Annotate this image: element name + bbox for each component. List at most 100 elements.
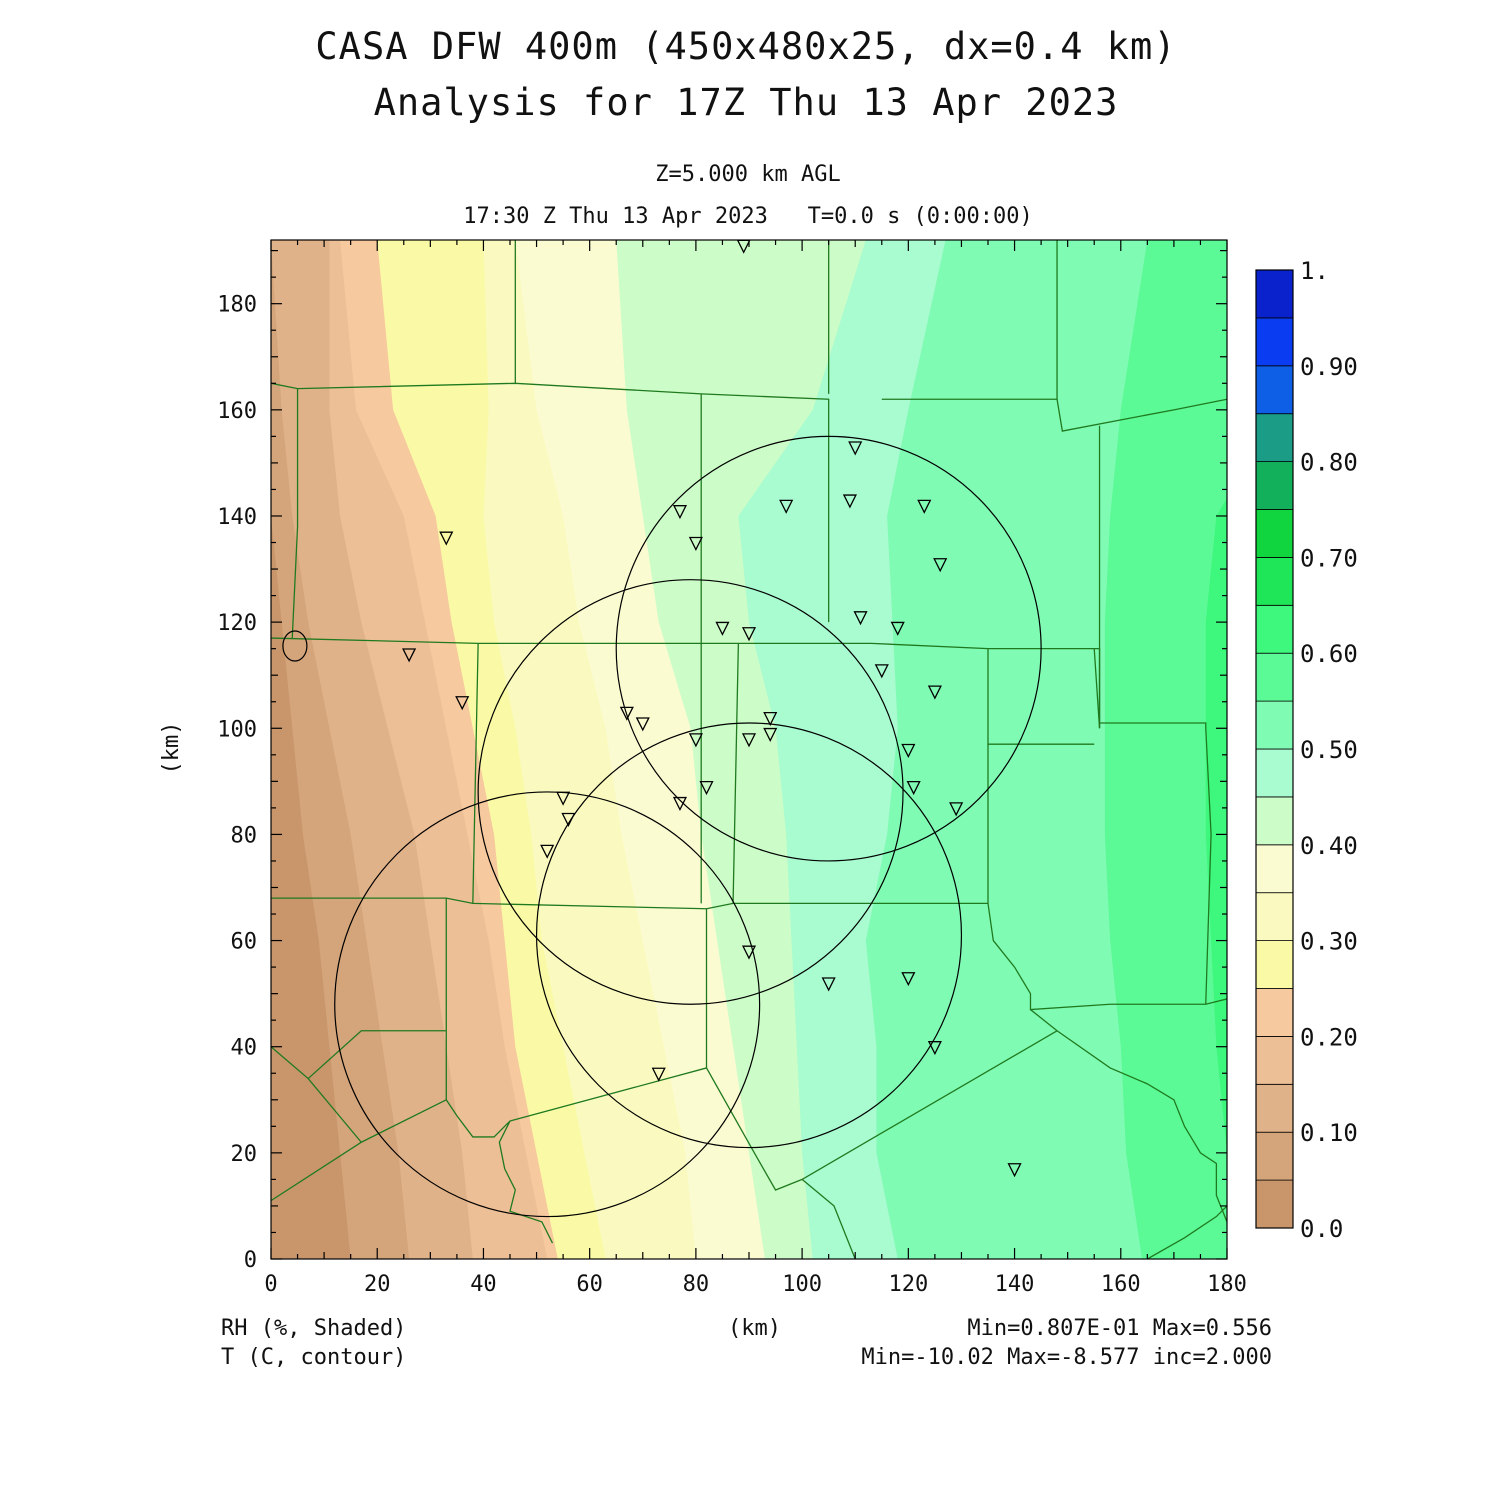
y-tick-label: 120 bbox=[217, 611, 257, 636]
county-border bbox=[732, 643, 740, 904]
colorbar-swatch bbox=[1255, 557, 1294, 606]
station-marker bbox=[741, 627, 757, 642]
y-tick-label: 80 bbox=[231, 823, 258, 848]
county-border bbox=[291, 388, 299, 639]
x-tick-label: 120 bbox=[888, 1272, 928, 1297]
county-border bbox=[1056, 398, 1227, 432]
station-marker bbox=[715, 621, 730, 636]
county-border bbox=[801, 1030, 1058, 1180]
colorbar-swatch bbox=[1255, 1036, 1294, 1085]
station-marker bbox=[890, 621, 905, 636]
station-marker bbox=[699, 781, 714, 796]
station-marker bbox=[842, 494, 857, 509]
y-tick-label: 180 bbox=[217, 293, 257, 318]
colorbar-swatch bbox=[1255, 317, 1294, 367]
colorbar-swatch bbox=[1255, 892, 1294, 942]
station-marker bbox=[561, 812, 576, 827]
county-border bbox=[271, 897, 1227, 1011]
colorbar-label: 0.80 bbox=[1300, 449, 1358, 477]
colorbar-swatch bbox=[1255, 796, 1294, 846]
colorbar-label: 0.60 bbox=[1300, 640, 1358, 668]
county-border bbox=[1147, 1205, 1227, 1259]
colorbar-swatch bbox=[1255, 1179, 1294, 1229]
county-border bbox=[472, 643, 479, 904]
station-marker bbox=[672, 505, 688, 520]
colorbar-swatch bbox=[1255, 509, 1294, 558]
station-marker bbox=[688, 733, 703, 748]
colorbar-label: 0.0 bbox=[1300, 1215, 1343, 1243]
x-tick-label: 40 bbox=[470, 1272, 497, 1297]
colorbar-frame bbox=[1255, 269, 1294, 1229]
colorbar-swatch bbox=[1255, 652, 1294, 702]
colorbar-label: 0.50 bbox=[1300, 736, 1358, 764]
station-marker bbox=[848, 441, 863, 456]
colorbar-label: 0.40 bbox=[1300, 832, 1358, 860]
x-tick-label: 100 bbox=[782, 1272, 822, 1297]
chart-title: CASA DFW 400m (450x480x25, dx=0.4 km) bbox=[315, 25, 1177, 68]
station-marker bbox=[927, 685, 942, 700]
station-marker bbox=[439, 531, 454, 546]
radar-range-ring bbox=[334, 791, 761, 1218]
field-label-rh: RH (%, Shaded) bbox=[221, 1316, 407, 1341]
y-tick-label: 100 bbox=[217, 717, 257, 742]
county-border bbox=[307, 1030, 447, 1080]
station-marker bbox=[556, 791, 571, 806]
x-tick-label: 160 bbox=[1101, 1272, 1141, 1297]
station-marker bbox=[901, 972, 916, 987]
county-border bbox=[1030, 1009, 1227, 1223]
station-marker bbox=[763, 727, 778, 743]
station-marker bbox=[619, 706, 634, 721]
colorbar-label: 0.20 bbox=[1300, 1023, 1358, 1051]
station-marker bbox=[455, 696, 470, 711]
colorbar-swatch bbox=[1255, 988, 1294, 1037]
temperature-contour bbox=[282, 630, 308, 662]
x-tick-label: 20 bbox=[364, 1272, 391, 1297]
colorbar-swatch bbox=[1255, 461, 1294, 510]
colorbar-label: 0.70 bbox=[1300, 544, 1358, 572]
colorbar-swatch bbox=[1255, 748, 1294, 798]
station-marker bbox=[402, 648, 417, 663]
colorbar-swatch bbox=[1255, 844, 1294, 894]
colorbar-swatch bbox=[1255, 1131, 1294, 1181]
colorbar-swatch bbox=[1255, 365, 1294, 415]
colorbar-swatch bbox=[1255, 604, 1294, 654]
y-tick-label: 140 bbox=[217, 505, 257, 530]
x-tick-label: 80 bbox=[683, 1272, 710, 1297]
station-marker bbox=[763, 712, 778, 727]
y-tick-label: 20 bbox=[231, 1142, 258, 1167]
station-marker bbox=[1007, 1163, 1022, 1178]
colorbar-label: 0.30 bbox=[1300, 928, 1358, 956]
station-marker bbox=[874, 664, 889, 679]
station-marker bbox=[917, 499, 932, 514]
station-marker bbox=[651, 1067, 666, 1082]
y-tick-label: 40 bbox=[231, 1036, 258, 1061]
colorbar-swatch bbox=[1255, 269, 1294, 319]
station-marker bbox=[741, 945, 757, 960]
station-marker bbox=[540, 844, 555, 859]
radar-range-ring bbox=[535, 722, 963, 1149]
station-marker bbox=[949, 802, 964, 817]
station-marker bbox=[779, 499, 794, 514]
t-stats: Min=-10.02 Max=-8.577 inc=2.000 bbox=[861, 1345, 1272, 1370]
y-tick-label: 60 bbox=[231, 930, 258, 955]
y-axis-label: (km) bbox=[159, 722, 184, 775]
station-marker bbox=[741, 733, 757, 748]
colorbar-label: 0.90 bbox=[1300, 353, 1358, 381]
x-tick-label: 60 bbox=[576, 1272, 603, 1297]
station-marker bbox=[927, 1041, 942, 1056]
colorbar-swatch bbox=[1255, 1083, 1294, 1133]
station-marker bbox=[901, 743, 916, 758]
station-marker bbox=[688, 536, 703, 551]
station-marker bbox=[672, 796, 688, 812]
level-label: Z=5.000 km AGL bbox=[655, 162, 841, 187]
station-marker bbox=[906, 781, 921, 796]
x-tick-label: 0 bbox=[264, 1272, 277, 1297]
x-tick-label: 140 bbox=[995, 1272, 1035, 1297]
colorbar-swatch bbox=[1255, 413, 1294, 463]
station-marker bbox=[853, 611, 868, 626]
colorbar-label: 0.10 bbox=[1300, 1119, 1358, 1147]
colorbar-swatch bbox=[1255, 700, 1294, 750]
rh-band bbox=[271, 515, 351, 1259]
radar-range-ring bbox=[477, 579, 904, 1005]
